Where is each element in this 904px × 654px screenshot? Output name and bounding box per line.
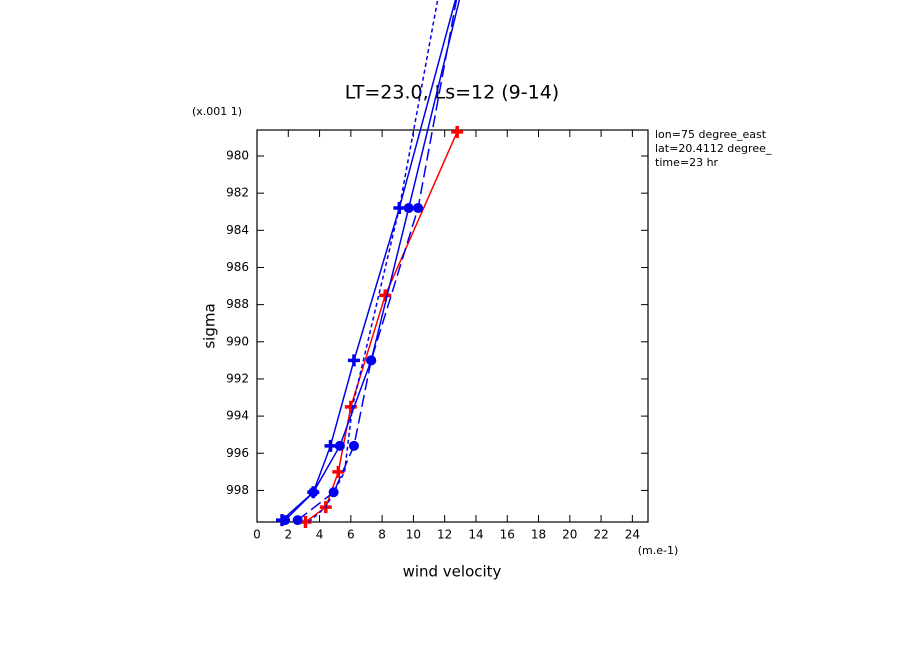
y-tick-label: 988 xyxy=(226,297,249,311)
marker xyxy=(334,440,345,451)
y-tick-label: 982 xyxy=(226,186,249,200)
marker xyxy=(451,125,464,138)
x-tick-label: 6 xyxy=(347,528,355,542)
line xyxy=(281,0,457,521)
x-tick-label: 14 xyxy=(468,528,483,542)
y-tick-label: 990 xyxy=(226,334,249,348)
x-tick-label: 12 xyxy=(437,528,452,542)
marker xyxy=(413,203,424,214)
y-tick-label: 986 xyxy=(226,260,249,274)
x-tick-label: 24 xyxy=(625,528,640,542)
line xyxy=(297,0,458,521)
y-tick-label: 980 xyxy=(226,149,249,163)
chart-title: LT=23.0, Ls=12 (9-14) xyxy=(345,82,559,104)
y-tick-label: 998 xyxy=(226,483,249,497)
y-tick-label: 984 xyxy=(226,223,249,237)
line xyxy=(305,131,458,523)
x-tick-label: 22 xyxy=(593,528,608,542)
x-unit: (m.e-1) xyxy=(638,544,679,557)
annotation: lat=20.4112 degree_ xyxy=(655,142,772,155)
marker xyxy=(379,289,392,302)
y-axis-label: sigma xyxy=(201,303,219,348)
marker xyxy=(332,465,345,478)
annotation: lon=75 degree_east xyxy=(655,128,767,141)
x-tick-label: 2 xyxy=(284,528,292,542)
x-tick-label: 18 xyxy=(531,528,546,542)
x-tick-label: 10 xyxy=(406,528,421,542)
line xyxy=(308,0,439,523)
marker xyxy=(347,354,360,367)
y-unit: (x.001 1) xyxy=(192,105,242,118)
plot-frame xyxy=(256,129,649,523)
x-tick-label: 8 xyxy=(378,528,386,542)
marker xyxy=(276,514,289,527)
line xyxy=(284,0,461,521)
marker xyxy=(366,355,377,366)
y-tick-label: 996 xyxy=(226,446,249,460)
marker xyxy=(348,440,359,451)
x-axis-label: wind velocity xyxy=(403,563,502,581)
marker xyxy=(328,487,339,498)
marker xyxy=(324,439,337,452)
marker xyxy=(307,486,320,499)
x-tick-label: 4 xyxy=(316,528,324,542)
y-tick-label: 992 xyxy=(226,371,249,385)
annotation: time=23 hr xyxy=(655,156,719,169)
x-tick-label: 20 xyxy=(562,528,577,542)
y-tick-label: 994 xyxy=(226,409,249,423)
marker xyxy=(292,515,303,526)
marker xyxy=(403,203,414,214)
x-tick-label: 16 xyxy=(500,528,515,542)
x-tick-label: 0 xyxy=(253,528,261,542)
